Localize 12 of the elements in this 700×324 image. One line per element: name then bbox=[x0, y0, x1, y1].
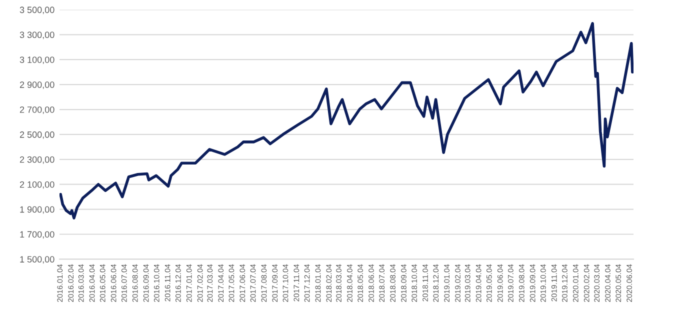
y-tick-label: 2 100,00 bbox=[20, 181, 54, 189]
y-tick-label: 1 700,00 bbox=[20, 231, 54, 239]
y-tick-label: 1 900,00 bbox=[20, 206, 54, 214]
y-tick-label: 3 300,00 bbox=[20, 32, 54, 40]
y-tick-label: 2 500,00 bbox=[20, 131, 54, 139]
y-tick-label: 3 500,00 bbox=[20, 6, 54, 14]
y-tick-label: 2 700,00 bbox=[20, 106, 54, 114]
y-tick-label: 2 300,00 bbox=[20, 156, 54, 164]
y-tick-label: 3 100,00 bbox=[20, 56, 54, 64]
y-tick-label: 2 900,00 bbox=[20, 82, 54, 89]
y-tick-label: 1 500,00 bbox=[20, 256, 54, 264]
line-series bbox=[60, 22, 634, 220]
